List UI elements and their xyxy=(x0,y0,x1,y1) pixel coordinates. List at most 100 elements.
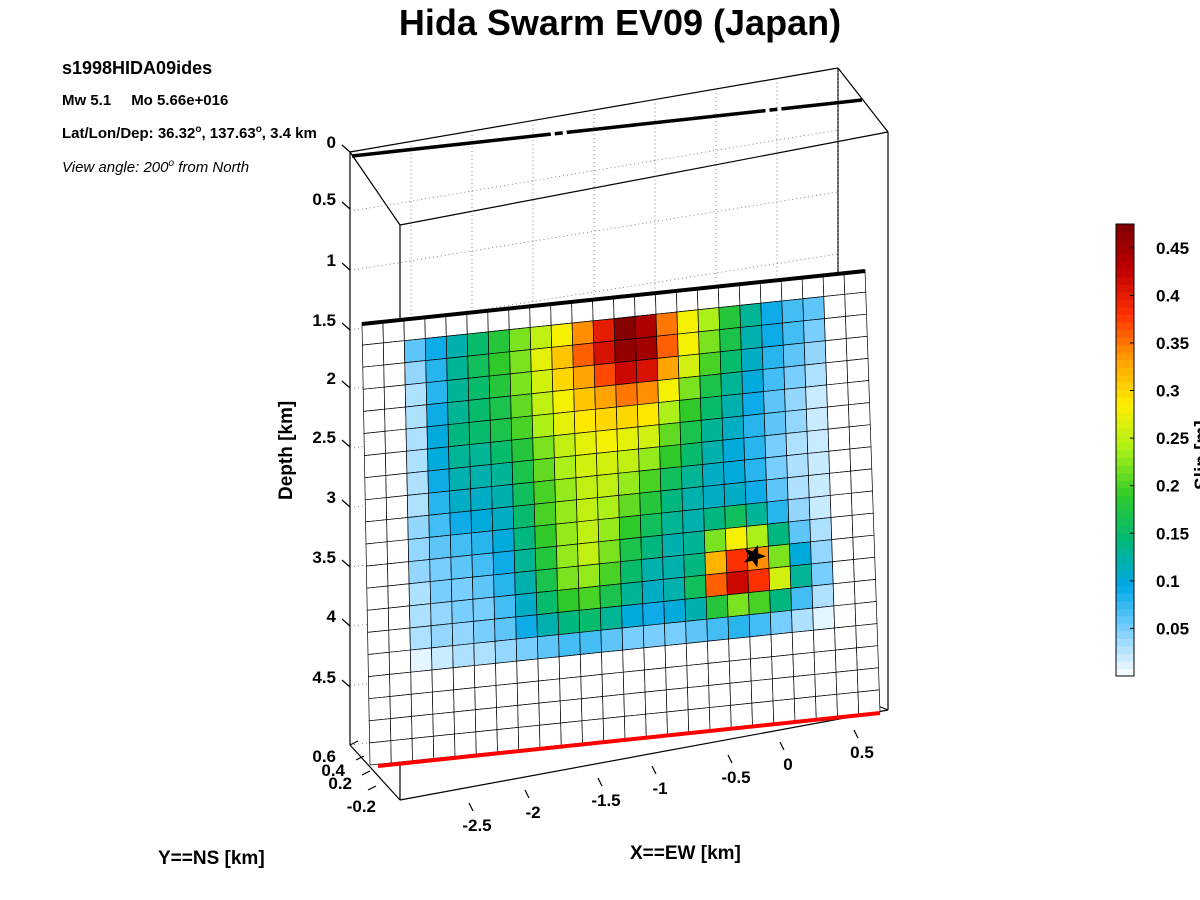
slip-cell xyxy=(559,698,583,724)
slip-cell xyxy=(593,362,617,388)
slip-cell xyxy=(533,501,557,527)
slip-cell xyxy=(366,607,390,633)
slip-cell xyxy=(663,598,687,624)
slip-cell xyxy=(813,649,837,675)
slip-cell xyxy=(825,360,849,386)
slip-cell xyxy=(772,698,796,724)
slip-cell xyxy=(364,497,388,523)
slip-cell xyxy=(385,450,408,476)
slip-cell xyxy=(516,680,540,706)
slip-cell xyxy=(428,512,451,538)
y-tick-mark xyxy=(361,770,371,776)
colorbar-segment xyxy=(1116,246,1134,255)
slip-cell xyxy=(784,386,807,412)
y-tick-mark xyxy=(355,755,365,761)
slip-cell xyxy=(474,662,497,689)
slip-cell xyxy=(831,537,854,563)
slip-cell xyxy=(388,649,412,675)
colorbar-segment xyxy=(1116,480,1134,489)
slip-cell xyxy=(385,494,409,521)
slip-cell xyxy=(491,483,514,510)
slip-cell xyxy=(661,532,685,558)
z-tick-label: 1 xyxy=(327,251,336,270)
fault-top-edge xyxy=(361,269,866,326)
slip-cell xyxy=(747,567,771,594)
slip-cell xyxy=(815,693,838,720)
slip-cell xyxy=(741,369,764,395)
slip-cell xyxy=(495,682,519,708)
slip-cell xyxy=(533,479,556,505)
z-tick-label: 3 xyxy=(327,488,336,507)
slip-cell xyxy=(832,581,856,607)
colorbar-segment xyxy=(1116,434,1134,444)
slip-cell xyxy=(761,322,784,348)
colorbar-segment xyxy=(1116,570,1134,579)
slip-cell xyxy=(509,349,532,375)
slip-cell xyxy=(488,351,511,377)
mo-value: Mo 5.66e+016 xyxy=(131,92,229,109)
slip-cell xyxy=(472,574,495,600)
slip-cell xyxy=(725,548,749,574)
colorbar-segment xyxy=(1116,645,1134,654)
colorbar-segment xyxy=(1116,224,1134,233)
slip-cell xyxy=(602,716,626,742)
slip-cell xyxy=(530,346,553,373)
slip-cell xyxy=(662,576,686,602)
slip-cell xyxy=(814,671,838,697)
slip-cell xyxy=(574,430,597,457)
box-edge xyxy=(399,709,889,801)
slip-cell xyxy=(555,521,578,547)
slip-cell xyxy=(750,678,774,704)
slip-cell xyxy=(851,490,874,516)
slip-cell xyxy=(618,492,641,518)
slip-cell xyxy=(425,357,448,384)
slip-cell xyxy=(823,293,846,320)
slip-cell xyxy=(853,579,877,605)
slip-cell xyxy=(740,324,763,350)
slip-cell xyxy=(532,457,556,483)
slip-cell xyxy=(709,704,732,731)
slip-cell xyxy=(468,419,492,445)
slip-cell xyxy=(723,459,746,485)
slip-cell xyxy=(827,426,851,452)
colorbar-segment xyxy=(1116,510,1134,519)
slip-cell xyxy=(661,510,684,536)
slip-cell xyxy=(406,470,429,496)
slip-cell xyxy=(554,477,577,503)
colorbar-segment xyxy=(1116,442,1134,451)
degree-symbol: o xyxy=(168,158,175,169)
slip-cell xyxy=(368,674,391,700)
slip-cell xyxy=(365,541,388,567)
slip-cell xyxy=(579,629,602,655)
slip-cell xyxy=(448,466,471,492)
slip-cell xyxy=(792,651,816,678)
slip-cell xyxy=(833,603,857,629)
colorbar-segment xyxy=(1116,382,1134,391)
slip-cell xyxy=(431,645,454,671)
slip-cell xyxy=(665,687,689,713)
slip-cell xyxy=(769,587,792,613)
slip-cell xyxy=(557,587,580,613)
slip-cell xyxy=(471,552,494,578)
slip-cell xyxy=(768,565,792,591)
slip-cell xyxy=(810,561,834,587)
slip-cell xyxy=(750,656,773,682)
slip-cell xyxy=(687,685,710,711)
slip-cell xyxy=(620,559,643,585)
chart-title: Hida Swarm EV09 (Japan) xyxy=(398,2,842,43)
slip-cell xyxy=(364,453,387,479)
slip-cell xyxy=(489,417,513,443)
slip-cell xyxy=(678,375,701,401)
slip-cell xyxy=(849,446,873,472)
colorbar-tick-label: 0.35 xyxy=(1156,334,1189,353)
slip-cell xyxy=(760,300,783,326)
colorbar-segment xyxy=(1116,299,1134,308)
slip-cell xyxy=(516,658,539,684)
slip-cell xyxy=(447,422,470,448)
z-tick-label: 3.5 xyxy=(312,548,336,567)
z-tick-mark xyxy=(341,201,351,210)
slip-cell xyxy=(364,475,387,501)
slip-cell xyxy=(367,651,390,677)
slip-cell xyxy=(770,632,794,658)
slip-cell xyxy=(743,435,766,461)
